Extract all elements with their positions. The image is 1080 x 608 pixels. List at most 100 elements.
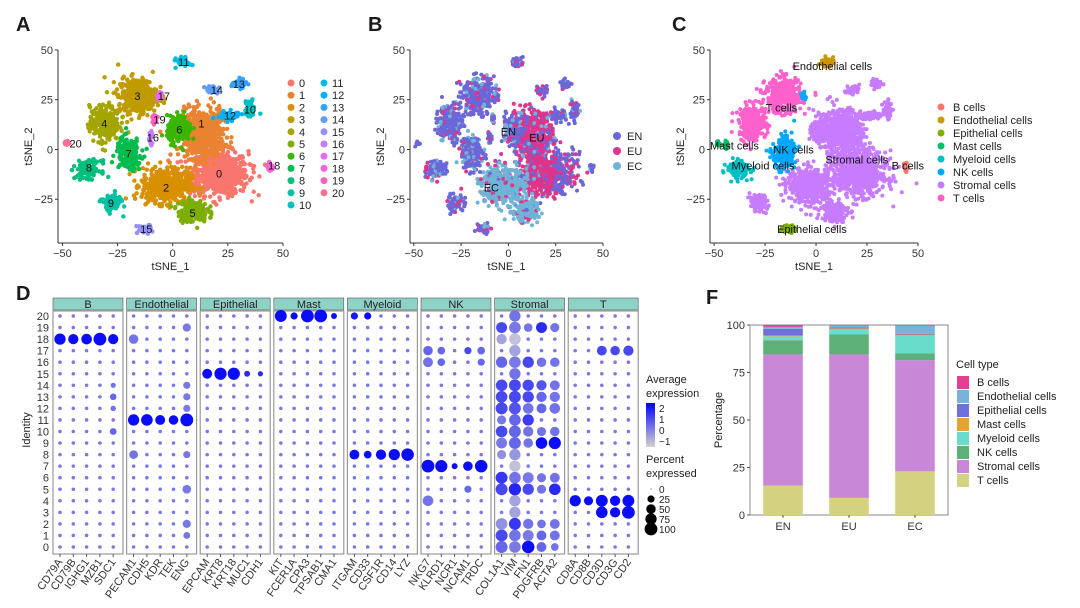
cell-point: [117, 101, 122, 107]
cell-point: [551, 138, 556, 143]
cell-point: [554, 191, 559, 196]
cell-point: [102, 75, 107, 80]
cell-point: [535, 165, 540, 170]
cell-point: [140, 148, 145, 153]
cell-point: [158, 160, 163, 165]
legend-swatch: [287, 79, 295, 87]
cell-point: [218, 129, 223, 134]
cell-point: [215, 123, 220, 128]
cell-point: [213, 170, 218, 175]
cell-point: [139, 194, 144, 200]
cell-point: [215, 150, 220, 156]
cell-point: [78, 173, 84, 178]
cell-point: [162, 198, 167, 204]
cluster-label: 4: [101, 119, 107, 131]
cell-point: [546, 186, 551, 191]
cell-point: [93, 124, 98, 129]
legend-label: 7: [299, 163, 305, 175]
legend-swatch: [320, 140, 328, 148]
cell-point: [132, 156, 138, 161]
cell-point: [120, 76, 125, 81]
cluster-label: 15: [140, 224, 152, 236]
cell-point: [114, 135, 119, 141]
cell-point: [158, 84, 163, 90]
cell-point: [548, 160, 553, 165]
cell-point: [198, 212, 203, 217]
group-points: [413, 55, 596, 237]
cell-point: [217, 119, 222, 125]
cell-point: [228, 177, 233, 182]
cell-point: [160, 174, 166, 179]
cell-point: [93, 112, 99, 117]
cell-point: [159, 133, 165, 138]
cell-point: [134, 230, 140, 236]
cell-point: [216, 103, 222, 109]
cell-point: [179, 201, 185, 206]
cell-point: [246, 148, 251, 154]
cell-point: [202, 194, 208, 199]
cell-point: [172, 144, 178, 149]
cell-point: [575, 188, 580, 193]
cell-point: [571, 159, 576, 164]
cell-point: [120, 115, 125, 120]
legend-label: 15: [332, 127, 344, 139]
cluster-label: 7: [126, 148, 132, 160]
cell-point: [168, 204, 174, 209]
cell-point: [256, 192, 261, 198]
cell-point: [146, 93, 152, 99]
cell-point: [144, 182, 149, 187]
cell-point: [168, 142, 174, 148]
cell-point: [188, 142, 194, 148]
cell-point: [204, 118, 209, 124]
cell-point: [197, 192, 203, 197]
cell-point: [178, 193, 183, 199]
x-tick-label: −50: [53, 248, 72, 260]
y-tick-label: −25: [386, 194, 405, 206]
x-tick-label: 25: [222, 248, 234, 260]
cell-point: [172, 205, 178, 211]
cell-point: [541, 168, 546, 173]
cell-point: [204, 112, 209, 117]
cell-point: [64, 140, 70, 145]
cluster-label: 19: [153, 115, 165, 127]
cell-point: [194, 144, 200, 150]
cell-point: [143, 103, 149, 108]
cell-point: [234, 171, 239, 176]
cell-point: [114, 87, 120, 92]
cell-point: [98, 109, 104, 115]
legend-label: 12: [332, 90, 344, 102]
cell-point: [223, 168, 228, 173]
cell-point: [577, 152, 582, 157]
cell-point: [129, 117, 134, 122]
cluster-label: 2: [163, 182, 169, 194]
cell-point: [136, 166, 142, 172]
cell-point: [104, 131, 109, 137]
legend-label: 9: [299, 188, 305, 200]
chart-a-tsne-clusters: −50 −25 0 25 50−2502550tSNE_1tSNE_2012345678…: [23, 45, 344, 273]
cell-point: [238, 187, 243, 193]
legend-label: 1: [299, 90, 305, 102]
legend-label: 20: [332, 188, 344, 200]
cell-point: [564, 159, 569, 164]
cell-point: [574, 161, 579, 166]
cell-point: [166, 177, 171, 182]
cell-point: [521, 154, 526, 159]
cluster-label: 5: [189, 208, 195, 220]
cell-point: [125, 77, 130, 83]
cell-point: [553, 151, 558, 156]
cell-point: [187, 157, 192, 162]
cell-point: [228, 156, 233, 161]
cell-point: [106, 101, 112, 107]
cell-point: [221, 181, 226, 186]
cell-point: [175, 138, 180, 143]
x-tick-label: −25: [452, 248, 471, 260]
cell-point: [528, 187, 533, 192]
cell-point: [76, 158, 82, 164]
cell-point: [207, 209, 213, 215]
cluster-label: 11: [178, 57, 189, 69]
cell-point: [225, 151, 230, 156]
cell-point: [207, 140, 212, 145]
cell-point: [100, 199, 106, 204]
cluster-label: 18: [268, 160, 280, 172]
